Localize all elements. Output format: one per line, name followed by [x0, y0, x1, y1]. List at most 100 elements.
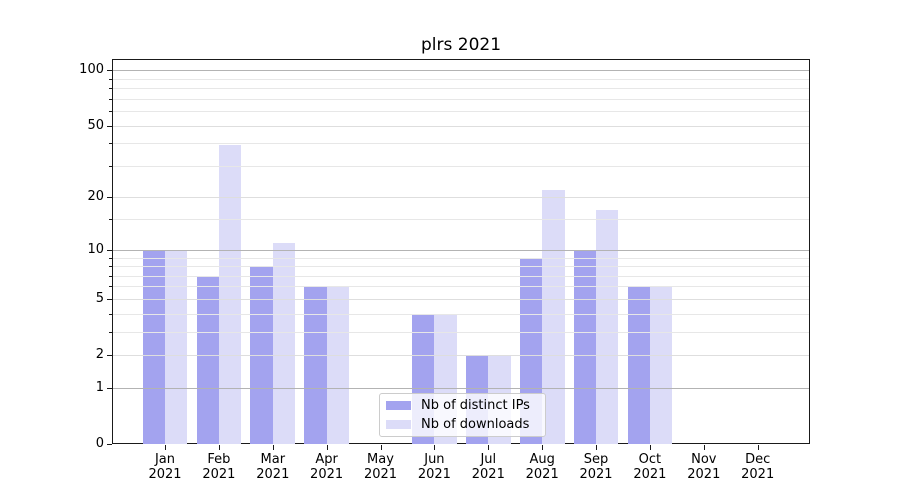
- x-tick-label-jan: Jan 2021: [133, 452, 197, 482]
- x-label-year: 2021: [363, 467, 398, 482]
- y-tick-label-5: 5: [95, 290, 104, 306]
- x-tick-jul: [488, 445, 490, 450]
- x-label-year: 2021: [471, 467, 505, 482]
- x-label-month: Sep: [583, 452, 609, 467]
- gridline-y-5: [113, 298, 809, 300]
- gridline-y-50: [113, 125, 809, 127]
- x-tick-aug: [542, 445, 544, 450]
- x-label-month: Aug: [529, 452, 555, 467]
- y-minor-tick-3: [109, 331, 112, 333]
- y-tick-label-100: 100: [79, 62, 104, 78]
- x-label-year: 2021: [741, 467, 775, 482]
- bar-ips-feb: [196, 275, 219, 444]
- gridline-y-30: [113, 165, 809, 167]
- x-label-month: Mar: [260, 452, 286, 467]
- gridline-y-7: [113, 275, 809, 277]
- x-tick-label-sep: Sep 2021: [564, 452, 628, 482]
- bar-downloads-apr: [326, 286, 349, 444]
- gridline-y-4: [113, 313, 809, 315]
- x-tick-label-may: May 2021: [349, 452, 413, 482]
- y-tick-label-0: 0: [95, 436, 104, 451]
- x-tick-oct: [649, 445, 651, 450]
- x-label-year: 2021: [579, 467, 613, 482]
- x-label-month: Nov: [691, 452, 717, 467]
- x-tick-label-nov: Nov 2021: [672, 452, 736, 482]
- y-tick-0: [107, 444, 112, 445]
- x-tick-label-feb: Feb 2021: [187, 452, 251, 482]
- gridline-y-40: [113, 143, 809, 145]
- chart-title: plrs 2021: [420, 35, 502, 55]
- x-label-month: Apr: [315, 452, 338, 467]
- bar-downloads-mar: [272, 242, 296, 444]
- x-tick-label-aug: Aug 2021: [510, 452, 574, 482]
- x-label-year: 2021: [202, 467, 236, 482]
- x-label-month: Oct: [638, 452, 662, 467]
- x-tick-nov: [703, 445, 705, 450]
- x-tick-label-mar: Mar 2021: [241, 452, 305, 482]
- y-minor-tick-6: [109, 286, 112, 288]
- x-label-month: Jun: [424, 452, 445, 467]
- x-tick-label-apr: Apr 2021: [295, 452, 359, 482]
- legend-label-distinct-ips: Nb of distinct IPs: [421, 398, 530, 414]
- x-tick-label-oct: Oct 2021: [618, 452, 682, 482]
- x-tick-label-jul: Jul 2021: [456, 452, 520, 482]
- x-label-year: 2021: [687, 467, 721, 482]
- x-tick-apr: [326, 445, 328, 450]
- gridline-y-6: [113, 286, 809, 288]
- y-minor-tick-8: [109, 266, 112, 267]
- y-tick-100: [107, 70, 112, 72]
- y-minor-tick-90: [109, 78, 112, 80]
- x-tick-may: [380, 445, 382, 450]
- y-minor-tick-80: [109, 88, 112, 90]
- y-minor-tick-4: [109, 313, 112, 315]
- x-tick-label-dec: Dec 2021: [726, 452, 790, 482]
- y-minor-tick-9: [109, 257, 112, 259]
- x-label-month: Jul: [480, 452, 497, 467]
- y-tick-label-20: 20: [87, 189, 104, 205]
- y-tick-label-2: 2: [95, 347, 104, 362]
- x-tick-label-jun: Jun 2021: [402, 452, 466, 482]
- bar-downloads-sep: [596, 209, 619, 444]
- x-label-month: Feb: [207, 452, 231, 467]
- x-label-year: 2021: [148, 467, 182, 482]
- legend-item-distinct-ips: Nb of distinct IPs: [386, 397, 539, 414]
- x-label-year: 2021: [256, 467, 290, 482]
- y-tick-2: [107, 355, 112, 356]
- y-tick-label-1: 1: [95, 379, 104, 395]
- bar-downloads-oct: [649, 286, 673, 444]
- bar-ips-apr: [304, 286, 327, 444]
- legend-swatch-downloads: [386, 419, 411, 429]
- bar-ips-jan: [142, 249, 165, 444]
- gridline-y-80: [113, 88, 809, 90]
- bar-ips-oct: [627, 286, 650, 444]
- y-tick-1: [107, 387, 112, 389]
- y-minor-tick-60: [109, 111, 112, 113]
- legend-swatch-distinct-ips: [386, 401, 411, 411]
- gridline-y-15: [113, 219, 809, 221]
- gridline-y-1: [113, 387, 809, 389]
- x-tick-feb: [218, 445, 220, 450]
- x-tick-sep: [596, 445, 597, 450]
- y-tick-50: [107, 125, 112, 127]
- y-minor-tick-15: [109, 219, 112, 221]
- gridline-y-70: [113, 98, 809, 100]
- bar-downloads-feb: [218, 145, 242, 444]
- x-label-month: Jan: [154, 452, 176, 467]
- y-minor-tick-7: [109, 275, 112, 277]
- x-label-month: Dec: [745, 452, 771, 467]
- x-tick-dec: [757, 445, 759, 450]
- y-tick-20: [107, 197, 112, 199]
- gridline-y-90: [113, 78, 809, 80]
- y-minor-tick-30: [109, 165, 112, 167]
- bar-downloads-jan: [165, 249, 188, 444]
- y-minor-tick-70: [109, 98, 112, 100]
- gridline-y-8: [113, 266, 809, 267]
- gridline-y-60: [113, 111, 809, 113]
- legend-label-downloads: Nb of downloads: [421, 416, 530, 432]
- y-tick-5: [107, 298, 112, 300]
- x-tick-jun: [434, 445, 436, 450]
- x-label-year: 2021: [310, 467, 344, 482]
- y-tick-label-10: 10: [87, 241, 104, 257]
- gridline-y-2: [113, 355, 809, 356]
